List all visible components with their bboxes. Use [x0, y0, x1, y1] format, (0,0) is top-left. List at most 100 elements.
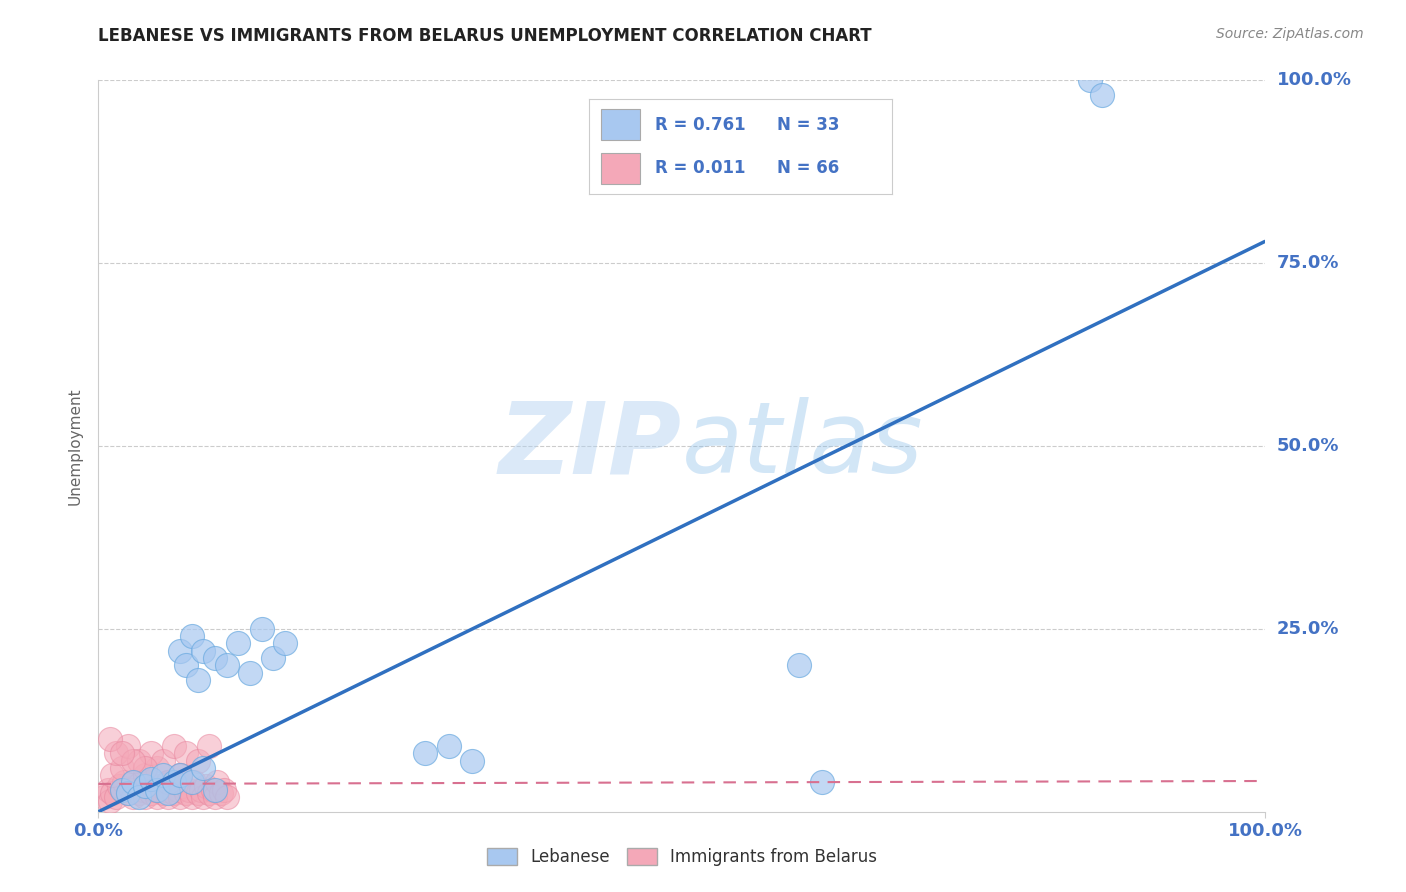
Point — [134, 768, 156, 782]
Point — [169, 768, 191, 782]
FancyBboxPatch shape — [600, 109, 640, 140]
Point — [163, 775, 186, 789]
Point — [215, 790, 238, 805]
Point — [101, 768, 124, 782]
Point — [163, 739, 186, 753]
Point — [117, 739, 139, 753]
Point — [139, 772, 162, 786]
Point — [152, 768, 174, 782]
Legend: Lebanese, Immigrants from Belarus: Lebanese, Immigrants from Belarus — [481, 841, 883, 873]
Point — [157, 775, 180, 789]
Point — [1080, 73, 1102, 87]
Point — [172, 779, 194, 793]
Point — [128, 790, 150, 805]
Point — [250, 622, 273, 636]
Point — [148, 779, 170, 793]
Point — [139, 746, 162, 760]
Point — [209, 787, 232, 801]
Point — [228, 636, 250, 650]
Point — [125, 779, 148, 793]
Point — [187, 787, 209, 801]
Text: N = 33: N = 33 — [776, 116, 839, 134]
Point — [239, 665, 262, 680]
Point — [166, 782, 188, 797]
Point — [122, 775, 145, 789]
Point — [811, 775, 834, 789]
Point — [193, 644, 215, 658]
Point — [193, 761, 215, 775]
Text: R = 0.011: R = 0.011 — [655, 160, 745, 178]
Text: atlas: atlas — [682, 398, 924, 494]
Point — [98, 731, 121, 746]
Point — [111, 782, 134, 797]
Point — [146, 782, 169, 797]
Point — [146, 782, 169, 797]
Point — [174, 658, 197, 673]
Point — [159, 775, 181, 789]
Point — [128, 754, 150, 768]
Point — [157, 790, 180, 805]
Point — [93, 790, 115, 805]
Point — [122, 754, 145, 768]
Point — [204, 790, 226, 805]
Text: LEBANESE VS IMMIGRANTS FROM BELARUS UNEMPLOYMENT CORRELATION CHART: LEBANESE VS IMMIGRANTS FROM BELARUS UNEM… — [98, 27, 872, 45]
Text: R = 0.761: R = 0.761 — [655, 116, 747, 134]
Point — [174, 746, 197, 760]
Point — [134, 761, 156, 775]
Point — [117, 787, 139, 801]
Text: ZIP: ZIP — [499, 398, 682, 494]
Point — [204, 651, 226, 665]
Point — [157, 787, 180, 801]
Point — [97, 782, 120, 797]
Point — [461, 754, 484, 768]
Point — [152, 754, 174, 768]
Point — [128, 787, 150, 801]
Text: 50.0%: 50.0% — [1277, 437, 1339, 455]
Y-axis label: Unemployment: Unemployment — [67, 387, 83, 505]
Point — [101, 787, 124, 801]
Point — [214, 782, 236, 797]
Text: 25.0%: 25.0% — [1277, 620, 1339, 638]
Point — [98, 794, 121, 808]
Point — [111, 761, 134, 775]
Text: N = 66: N = 66 — [776, 160, 839, 178]
Point — [169, 790, 191, 805]
Point — [180, 790, 202, 805]
Point — [201, 782, 224, 797]
Point — [787, 658, 810, 673]
Point — [120, 782, 142, 797]
Point — [108, 779, 131, 793]
Point — [183, 775, 205, 789]
Point — [180, 629, 202, 643]
Point — [157, 775, 180, 789]
Point — [190, 782, 212, 797]
Point — [139, 787, 162, 801]
Point — [174, 787, 197, 801]
Point — [112, 775, 135, 789]
Point — [134, 779, 156, 793]
Text: Source: ZipAtlas.com: Source: ZipAtlas.com — [1216, 27, 1364, 41]
Point — [132, 782, 155, 797]
Point — [193, 790, 215, 805]
Point — [136, 775, 159, 789]
Point — [215, 658, 238, 673]
Point — [111, 746, 134, 760]
Point — [437, 739, 460, 753]
FancyBboxPatch shape — [600, 153, 640, 184]
Text: 75.0%: 75.0% — [1277, 254, 1339, 272]
Point — [104, 790, 127, 805]
Point — [204, 782, 226, 797]
Point — [146, 761, 169, 775]
Point — [274, 636, 297, 650]
Point — [146, 790, 169, 805]
Point — [122, 790, 145, 805]
Point — [163, 787, 186, 801]
Point — [134, 790, 156, 805]
Point — [111, 782, 134, 797]
Point — [104, 746, 127, 760]
Point — [155, 782, 177, 797]
Point — [207, 775, 229, 789]
Point — [180, 775, 202, 789]
Point — [198, 739, 221, 753]
Point — [122, 775, 145, 789]
